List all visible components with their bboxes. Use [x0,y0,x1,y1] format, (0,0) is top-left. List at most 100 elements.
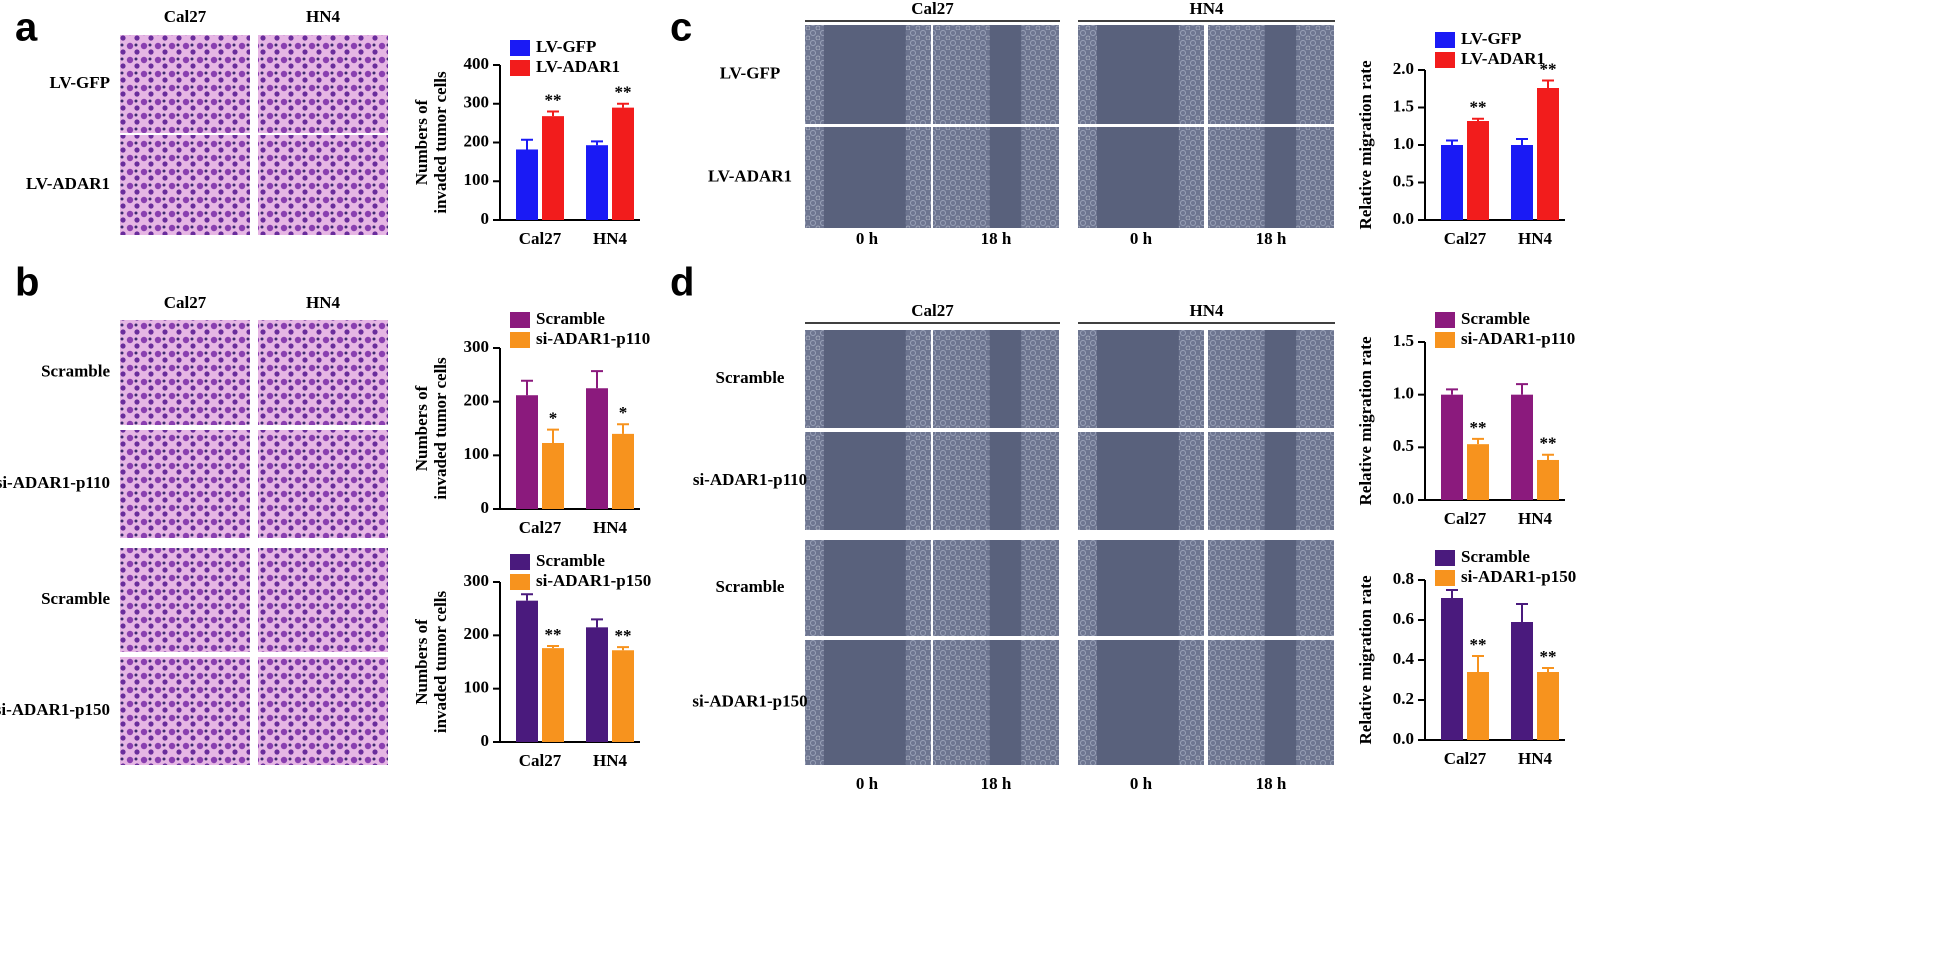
bar [1537,459,1559,500]
column-label: HN4 [306,293,341,312]
legend-label: si-ADAR1-p110 [536,329,650,348]
legend-label: Scramble [1461,309,1530,328]
x-tick-label: Cal27 [1444,229,1487,248]
y-tick-label: 0.0 [1393,729,1414,748]
significance: ** [1470,98,1487,117]
micrograph [258,430,388,538]
significance: ** [1540,434,1557,453]
x-tick-label: Cal27 [1444,509,1487,528]
micrograph [258,320,388,425]
significance: ** [1470,418,1487,437]
y-axis-label: Relative migration rate [1356,60,1375,229]
y-tick-label: 100 [464,444,490,463]
row-label: LV-GFP [720,63,780,82]
y-axis-label: Relative migration rate [1356,336,1375,505]
time-label: 0 h [1130,774,1153,793]
bar [1441,145,1463,220]
x-tick-label: Cal27 [1444,749,1487,768]
y-axis-label: invaded tumor cells [431,590,450,733]
error-bar [521,379,533,396]
row-label: si-ADAR1-p150 [692,691,807,710]
legend-swatch [1435,52,1455,68]
y-tick-label: 1.0 [1393,134,1414,153]
wound-gap [989,540,1022,636]
wound-gap [823,25,906,124]
row-label: Scramble [41,589,110,608]
significance: ** [615,626,632,645]
time-label: 18 h [981,229,1012,248]
wound-gap [823,540,906,636]
panel-letter: a [15,6,38,50]
wound-gap [1264,127,1297,228]
significance: ** [545,625,562,644]
wound-gap [1096,432,1179,530]
micrograph [120,657,250,765]
bar [1467,444,1489,500]
micrograph [258,135,388,235]
row-label: LV-GFP [50,73,110,92]
bar [516,149,538,220]
x-tick-label: Cal27 [519,751,562,770]
y-tick-label: 1.5 [1393,331,1414,350]
micrograph [120,320,250,425]
x-tick-label: HN4 [593,518,628,537]
y-tick-label: 0.5 [1393,436,1414,455]
bar [516,600,538,742]
wound-gap [1096,330,1179,428]
panel-letter: c [670,6,692,50]
bar [586,627,608,742]
wound-gap [989,432,1022,530]
x-tick-label: HN4 [593,229,628,248]
row-label: si-ADAR1-p150 [0,700,110,719]
legend-swatch [510,332,530,348]
significance: * [619,403,628,422]
bar [586,388,608,509]
legend-label: Scramble [1461,547,1530,566]
significance: * [549,408,558,427]
legend-swatch [510,574,530,590]
legend-label: Scramble [536,309,605,328]
time-label: 0 h [1130,229,1153,248]
x-tick-label: Cal27 [519,518,562,537]
error-bar [1472,437,1484,445]
wound-gap [989,640,1022,765]
significance: ** [1540,647,1557,666]
column-label: HN4 [1190,0,1225,18]
column-label: HN4 [1190,301,1225,320]
bar [1441,394,1463,500]
micrograph [258,35,388,133]
y-tick-label: 100 [464,678,490,697]
legend-swatch [1435,550,1455,566]
x-tick-label: HN4 [593,751,628,770]
legend-label: si-ADAR1-p150 [536,571,651,590]
error-bar [547,110,559,117]
error-bar [1542,453,1554,460]
panel-letter: b [15,261,39,305]
bar [1511,145,1533,220]
error-bar [521,593,533,601]
y-tick-label: 300 [464,337,490,356]
error-bar [1516,603,1528,622]
y-tick-label: 200 [464,624,490,643]
bar [542,116,564,220]
y-tick-label: 200 [464,391,490,410]
significance: ** [545,90,562,109]
bar [1467,672,1489,740]
wound-gap [1096,127,1179,228]
legend-swatch [1435,570,1455,586]
wound-gap [1264,640,1297,765]
bar [1511,622,1533,740]
bar [516,395,538,509]
legend-swatch [510,554,530,570]
x-tick-label: HN4 [1518,749,1553,768]
error-bar [1542,667,1554,672]
legend-label: LV-GFP [1461,29,1521,48]
panel-letter: d [670,261,694,305]
error-bar [1472,655,1484,672]
error-bar [617,646,629,651]
legend-swatch [1435,312,1455,328]
y-axis-label: Numbers of [412,99,431,185]
wound-gap [1096,540,1179,636]
